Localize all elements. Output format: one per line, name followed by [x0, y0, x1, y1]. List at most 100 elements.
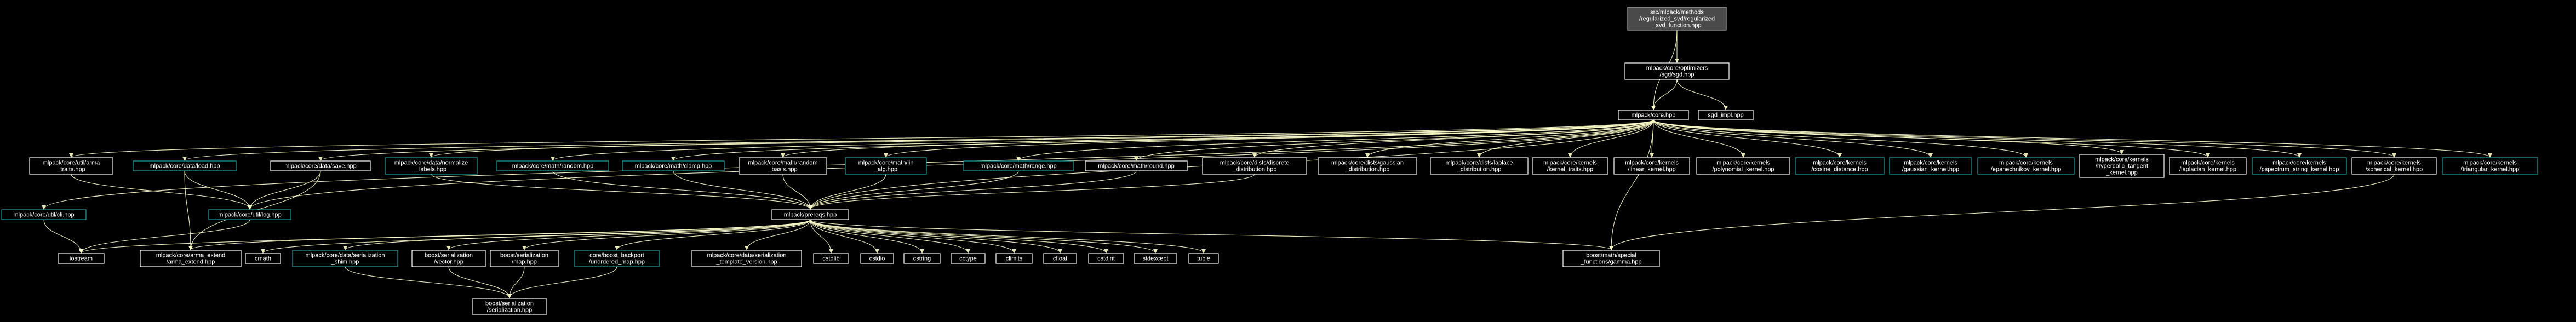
node-box[interactable]	[813, 253, 849, 264]
node-box[interactable]	[208, 209, 291, 220]
node-box[interactable]	[1889, 157, 1972, 175]
node-discrete[interactable]: mlpack/core/dists/discrete_distribution.…	[1202, 157, 1307, 175]
node-box[interactable]	[1613, 157, 1690, 175]
node-box[interactable]	[58, 253, 105, 264]
node-normalize_labels[interactable]: mlpack/core/data/normalize_labels.hpp	[385, 157, 478, 175]
node-math_clamp[interactable]: mlpack/core/math/clamp.hpp	[622, 160, 725, 171]
node-linear_kernel[interactable]: mlpack/core/kernels/linear_kernel.hpp	[1613, 157, 1690, 175]
node-box[interactable]	[1, 209, 87, 220]
node-box[interactable]	[2252, 157, 2347, 175]
node-data_load[interactable]: mlpack/core/data/load.hpp	[133, 160, 237, 171]
node-math_range[interactable]: mlpack/core/math/range.hpp	[963, 160, 1074, 171]
node-boost_serialization[interactable]: boost/serialization/serialization.hpp	[472, 298, 547, 315]
node-box[interactable]	[845, 157, 927, 175]
node-box[interactable]	[1698, 110, 1754, 120]
node-box[interactable]	[1188, 253, 1219, 264]
node-box[interactable]	[1627, 7, 1727, 31]
node-hyperbolic[interactable]: mlpack/core/kernels/hyperbolic_tangent_k…	[2079, 154, 2165, 178]
node-box[interactable]	[1795, 157, 1885, 175]
node-epanechnikov[interactable]: mlpack/core/kernels/epanechnikov_kernel.…	[1977, 157, 2075, 175]
node-cstdint[interactable]: cstdint	[1088, 253, 1124, 264]
node-gamma[interactable]: boost/math/special_functions/gamma.hpp	[1562, 250, 1660, 267]
node-box[interactable]	[1430, 157, 1529, 175]
node-arma_extend[interactable]: mlpack/core/arma_extend/arma_extend.hpp	[140, 250, 242, 267]
node-root[interactable]: src/mlpack/methods/regularized_svd/regul…	[1627, 7, 1727, 31]
node-data_save[interactable]: mlpack/core/data/save.hpp	[270, 160, 371, 171]
node-triangular[interactable]: mlpack/core/kernels/triangular_kernel.hp…	[2442, 157, 2538, 175]
node-box[interactable]	[1562, 250, 1660, 267]
node-box[interactable]	[2079, 154, 2165, 178]
node-box[interactable]	[270, 160, 371, 171]
node-core[interactable]: mlpack/core.hpp	[1618, 110, 1689, 120]
node-boost_map[interactable]: boost/serialization/map.hpp	[490, 250, 559, 267]
node-box[interactable]	[133, 160, 237, 171]
node-cstring[interactable]: cstring	[903, 253, 941, 264]
node-cosine_distance[interactable]: mlpack/core/kernels/cosine_distance.hpp	[1795, 157, 1885, 175]
node-box[interactable]	[1696, 157, 1790, 175]
node-box[interactable]	[860, 253, 894, 264]
node-cmath[interactable]: cmath	[245, 253, 281, 264]
node-gaussian_kernel[interactable]: mlpack/core/kernels/gaussian_kernel.hpp	[1889, 157, 1972, 175]
node-gaussian_dist[interactable]: mlpack/core/dists/gaussian_distribution.…	[1318, 157, 1417, 175]
node-box[interactable]	[963, 160, 1074, 171]
node-math_random[interactable]: mlpack/core/math/random.hpp	[496, 160, 609, 171]
node-box[interactable]	[1532, 157, 1608, 175]
node-pspectrum[interactable]: mlpack/core/kernels/pspectrum_string_ker…	[2252, 157, 2347, 175]
node-prereqs[interactable]: mlpack/prereqs.hpp	[771, 209, 849, 220]
node-box[interactable]	[691, 250, 802, 267]
node-box[interactable]	[1618, 110, 1689, 120]
node-sgd_impl[interactable]: sgd_impl.hpp	[1698, 110, 1754, 120]
node-cctype[interactable]: cctype	[951, 253, 986, 264]
node-iostream[interactable]: iostream	[58, 253, 105, 264]
node-cstdlib[interactable]: cstdlib	[813, 253, 849, 264]
node-laplacian_kernel[interactable]: mlpack/core/kernels/laplacian_kernel.hpp	[2169, 157, 2247, 175]
node-box[interactable]	[1202, 157, 1307, 175]
node-math_round[interactable]: mlpack/core/math/round.hpp	[1085, 160, 1188, 171]
node-random_basis[interactable]: mlpack/core/math/random_basis.hpp	[739, 157, 827, 175]
node-box[interactable]	[472, 298, 547, 315]
node-box[interactable]	[1043, 253, 1077, 264]
node-box[interactable]	[1977, 157, 2075, 175]
node-boost_vector[interactable]: boost/serialization/vector.hpp	[411, 250, 486, 267]
node-box[interactable]	[1134, 253, 1177, 264]
node-box[interactable]	[385, 157, 478, 175]
node-box[interactable]	[2351, 157, 2437, 175]
node-util_log[interactable]: mlpack/core/util/log.hpp	[208, 209, 291, 220]
node-box[interactable]	[903, 253, 941, 264]
node-util_cli[interactable]: mlpack/core/util/cli.hpp	[1, 209, 87, 220]
node-box[interactable]	[951, 253, 986, 264]
node-box[interactable]	[2442, 157, 2538, 175]
node-cstdio[interactable]: cstdio	[860, 253, 894, 264]
node-box[interactable]	[245, 253, 281, 264]
node-tuple[interactable]: tuple	[1188, 253, 1219, 264]
node-spherical[interactable]: mlpack/core/kernels/spherical_kernel.hpp	[2351, 157, 2437, 175]
node-kernel_traits[interactable]: mlpack/core/kernels/kernel_traits.hpp	[1532, 157, 1608, 175]
node-box[interactable]	[496, 160, 609, 171]
node-ser_shim[interactable]: mlpack/core/data/serialization_shim.hpp	[292, 250, 398, 267]
node-box[interactable]	[411, 250, 486, 267]
node-box[interactable]	[1085, 160, 1188, 171]
node-arma_traits[interactable]: mlpack/core/util/arma_traits.hpp	[29, 157, 113, 175]
node-box[interactable]	[490, 250, 559, 267]
node-box[interactable]	[771, 209, 849, 220]
node-box[interactable]	[574, 250, 660, 267]
node-box[interactable]	[1318, 157, 1417, 175]
node-box[interactable]	[995, 253, 1033, 264]
node-climits[interactable]: climits	[995, 253, 1033, 264]
node-box[interactable]	[2169, 157, 2247, 175]
node-box[interactable]	[29, 157, 113, 175]
node-laplace[interactable]: mlpack/core/dists/laplace_distribution.h…	[1430, 157, 1529, 175]
node-stdexcept[interactable]: stdexcept	[1134, 253, 1177, 264]
node-math_lin_alg[interactable]: mlpack/core/math/lin_alg.hpp	[845, 157, 927, 175]
node-polynomial_kernel[interactable]: mlpack/core/kernels/polynomial_kernel.hp…	[1696, 157, 1790, 175]
node-box[interactable]	[622, 160, 725, 171]
node-template_version[interactable]: mlpack/core/data/serialization_template_…	[691, 250, 802, 267]
node-box[interactable]	[739, 157, 827, 175]
node-cfloat[interactable]: cfloat	[1043, 253, 1077, 264]
node-box[interactable]	[1088, 253, 1124, 264]
node-box[interactable]	[292, 250, 398, 267]
node-box[interactable]	[140, 250, 242, 267]
node-sgd[interactable]: mlpack/core/optimizers/sgd/sgd.hpp	[1624, 62, 1730, 80]
node-box[interactable]	[1624, 62, 1730, 80]
node-unordered_map[interactable]: core/boost_backport/unordered_map.hpp	[574, 250, 660, 267]
